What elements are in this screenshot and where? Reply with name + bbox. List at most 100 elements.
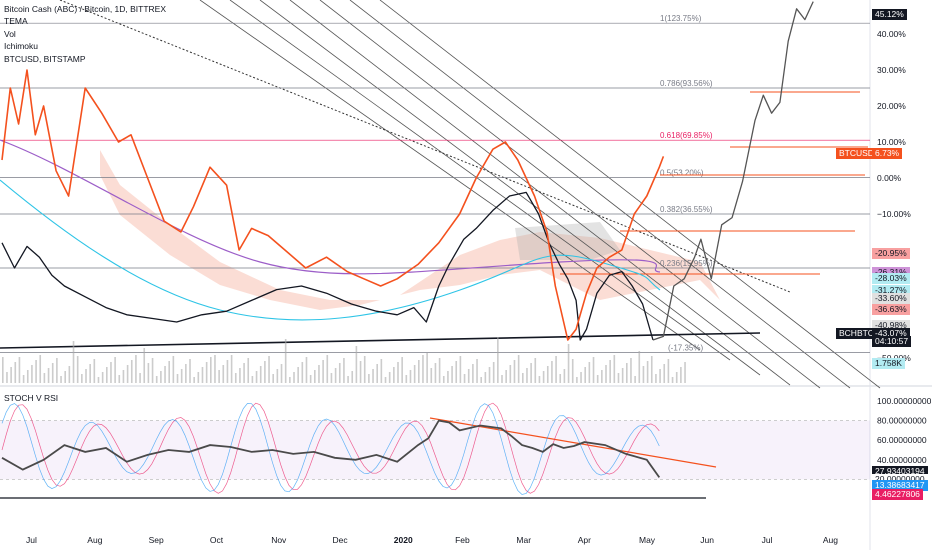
volume-bar [259,366,262,383]
trend-channel-line-2 [259,0,761,376]
volume-bar [268,356,270,383]
price-tag-11[interactable]: -43.07% [872,327,910,339]
volume-bar [222,365,225,383]
volume-bar [14,362,17,383]
volume-bar [234,373,237,383]
volume-bar [484,372,487,383]
volume-bar [422,355,424,383]
legend-item-tema[interactable]: TEMA [4,16,28,27]
price-tag-8[interactable]: -36.63% [872,304,910,316]
y-tick-label-4: 0.00% [877,173,902,183]
price-tag-2[interactable]: 6.73% [872,148,903,160]
volume-bar [663,364,666,383]
price-tag-10[interactable]: BCHBTC [836,327,877,339]
price-tag-3[interactable]: -20.95% [872,247,910,259]
volume-bar [347,376,349,383]
volume-bar [393,367,395,383]
rsi-price-tag-2[interactable]: 13.38683417 [872,480,928,492]
volume-bar [363,356,366,383]
trend-channel-line-4 [319,0,821,389]
volume-bar [297,367,299,383]
volume-bar [176,374,179,383]
x-tick-label-4: Nov [271,535,287,545]
volume-bar [168,361,170,383]
volume-bar [193,377,195,383]
volume-bar [338,363,341,383]
volume-bar [613,355,616,383]
volume-bar [538,376,541,383]
volume-bar [492,362,495,383]
volume-bar [617,373,620,383]
volume-bar [380,359,383,383]
volume-bar [68,366,71,383]
volume-bar [355,346,358,383]
legend-item-vol[interactable]: Vol [4,28,16,39]
volume-bar [451,366,453,383]
volume-bar [642,366,645,383]
rsi-legend: STOCH V RSI [4,392,58,404]
volume-bar [276,369,279,383]
trend-channel-line-1 [229,0,731,361]
volume-bar [264,361,266,383]
volume-bar [143,348,146,383]
price-tag-1[interactable]: BTCUSD [836,148,877,160]
legend-item-btcusd[interactable]: BTCUSD, BITSTAMP [4,53,86,64]
volume-bar [101,372,104,383]
ichimoku-cloud-grey [515,222,620,260]
volume-bar [675,372,678,383]
volume-bar [93,359,96,383]
volume-bar [530,363,532,383]
volume-bar [609,360,611,383]
volume-bar [314,370,316,383]
price-tag-5[interactable]: -28.03% [872,273,910,285]
x-tick-label-1: Aug [87,535,102,545]
fib-level-label-3: 0.5(53.20%) [660,169,704,178]
volume-bar [576,377,578,383]
volume-bar [646,361,649,383]
volume-bar [205,362,208,383]
volume-bar [509,365,512,383]
ma-purple-line [0,139,661,275]
volume-bar [434,363,437,383]
volume-bar [513,360,516,383]
rsi-y-tick-label-3: 40.00000000 [877,455,927,465]
volume-bar [497,337,499,383]
volume-bar [588,362,591,383]
volume-bar [201,367,204,383]
price-tag-0[interactable]: 45.12% [872,8,907,20]
volume-bar [6,372,8,383]
legend-item-ichimoku[interactable]: Ichimoku [4,41,39,52]
legend-title[interactable]: Bitcoin Cash (ABC) / Bitcoin, 1D, BITTRE… [4,4,167,14]
volume-bar [305,357,308,383]
volume-bar [605,365,607,383]
y-tick-label-2: 20.00% [877,101,906,111]
volume-bar [43,373,46,383]
volume-bar [505,370,507,383]
stoch-k-line [1,402,660,494]
volume-bar [459,356,462,383]
volume-bar [621,368,624,383]
volume-bar [626,363,628,383]
volume-bar [197,372,200,383]
volume-bar [472,364,474,383]
bchbtc-projection-line [652,1,814,341]
price-tag-9[interactable]: -40.98% [872,320,910,332]
volume-bar [401,357,403,383]
x-tick-label-2: Sep [149,535,164,545]
volume-bar [584,367,586,383]
volume-bar [409,370,412,383]
volume-bar [667,359,670,383]
volume-bar [467,369,470,383]
rsi-price-tag-3[interactable]: 4.46227806 [872,489,923,501]
price-tag-6[interactable]: -31.27% [872,285,910,297]
price-tag-12[interactable]: 04:10:57 [872,336,912,348]
price-tag-13[interactable]: 1.758K [872,357,905,369]
price-tag-7[interactable]: -33.60% [872,293,910,305]
rsi-title[interactable]: STOCH V RSI [4,393,59,403]
price-tag-4[interactable]: -26.31% [872,267,910,279]
volume-bar [522,373,524,383]
rsi-price-tag-0[interactable]: 27.93403194 [872,466,928,478]
rsi-price-tag-1[interactable]: 20.00000000 [872,473,928,485]
volume-bar [351,371,354,383]
